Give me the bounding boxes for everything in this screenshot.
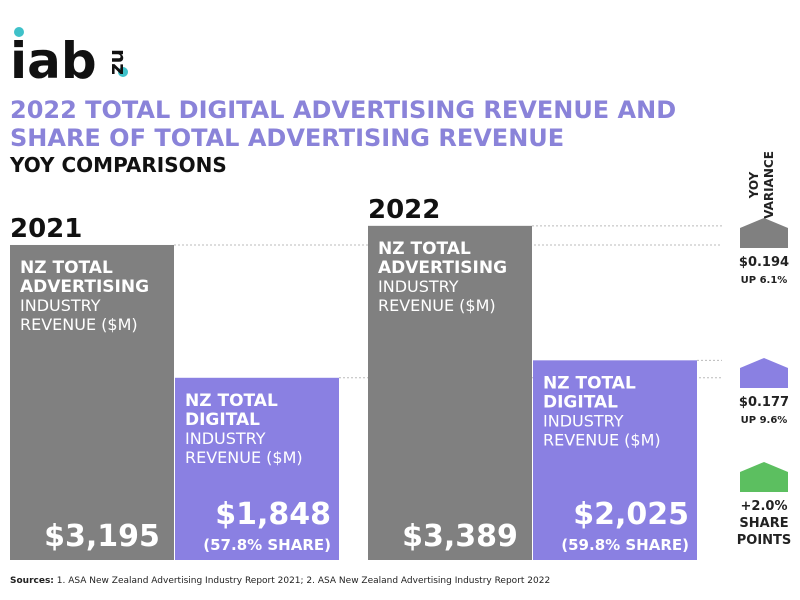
variance-text: POINTS: [737, 533, 792, 548]
variance-text: UP 6.1%: [741, 275, 788, 286]
bar: [175, 377, 339, 560]
value-label: $3,389: [402, 519, 518, 554]
year-label: 2021: [10, 214, 82, 244]
value-label: $2,025: [573, 497, 689, 532]
variance-arrow: [740, 218, 788, 248]
bar: [10, 244, 174, 560]
bar-label: REVENUE ($M): [543, 430, 661, 449]
variance-text: $0.177: [739, 395, 789, 410]
bar-label: INDUSTRY: [543, 411, 624, 430]
variance-arrow: [740, 358, 788, 388]
share-label: (59.8% SHARE): [561, 536, 689, 554]
variance-title: YOY: [747, 171, 761, 199]
variance-arrow: [740, 462, 788, 492]
source: Sources: 1. ASA New Zealand Advertising …: [10, 576, 550, 586]
bar-label: NZ TOTAL: [378, 239, 471, 259]
source-label: Sources:: [10, 576, 54, 586]
bar-label: INDUSTRY: [20, 296, 101, 315]
share-label: (57.8% SHARE): [203, 536, 331, 554]
bar-label: ADVERTISING: [20, 277, 149, 297]
bar-label: NZ TOTAL: [185, 391, 278, 411]
subtitle: YOY COMPARISONS: [9, 153, 227, 177]
variance-text: +2.0%: [741, 499, 788, 514]
logo-dot: [118, 67, 128, 77]
bar-label: DIGITAL: [543, 392, 618, 412]
bar-label: REVENUE ($M): [185, 448, 303, 467]
variance-text: UP 9.6%: [741, 415, 788, 426]
variance-text: SHARE: [739, 516, 788, 531]
bar-label: NZ TOTAL: [20, 258, 113, 278]
bar-label: DIGITAL: [185, 410, 260, 430]
logo-suffix: nz: [107, 49, 131, 75]
logo-dot: [14, 27, 24, 37]
bar-label: ADVERTISING: [378, 258, 507, 278]
variance-text: $0.194: [739, 255, 789, 270]
year-label: 2022: [368, 195, 440, 225]
logo: iab: [10, 32, 97, 90]
variance-title: VARIANCE: [762, 151, 776, 219]
source-text: 1. ASA New Zealand Advertising Industry …: [57, 576, 550, 586]
title-line: 2022 TOTAL DIGITAL ADVERTISING REVENUE A…: [10, 96, 676, 124]
bar: [368, 225, 532, 560]
bar-label: REVENUE ($M): [20, 315, 138, 334]
bar-label: NZ TOTAL: [543, 373, 636, 393]
bar: [533, 360, 697, 560]
bar-label: REVENUE ($M): [378, 296, 496, 315]
value-label: $1,848: [215, 497, 331, 532]
bar-label: INDUSTRY: [185, 429, 266, 448]
bar-label: INDUSTRY: [378, 277, 459, 296]
title-line: SHARE OF TOTAL ADVERTISING REVENUE: [10, 124, 564, 152]
value-label: $3,195: [44, 519, 160, 554]
